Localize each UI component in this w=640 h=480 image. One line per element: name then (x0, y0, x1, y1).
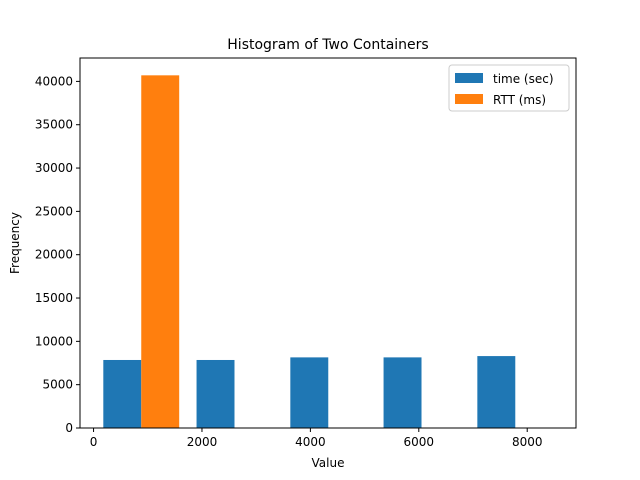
legend-swatch-0 (455, 73, 483, 83)
legend-swatch-1 (455, 94, 483, 104)
x-tick-label-0: 0 (90, 435, 98, 449)
bar-series-0-bin-2 (290, 357, 329, 428)
chart-title: Histogram of Two Containers (227, 37, 428, 53)
y-tick-label-8: 40000 (35, 74, 73, 88)
x-tick-label-1: 2000 (187, 435, 218, 449)
plot-frame (79, 57, 577, 429)
x-tick-label-3: 6000 (404, 435, 435, 449)
y-tick-label-3: 15000 (35, 291, 73, 305)
y-tick-label-6: 30000 (35, 161, 73, 175)
legend: time (sec) RTT (ms) (448, 64, 570, 112)
y-tick-label-1: 5000 (42, 378, 73, 392)
bars-layer (103, 75, 516, 429)
y-axis-label: Frequency (8, 212, 22, 274)
y-axis: 0 5000 10000 15000 20000 25000 30000 35000 40000 (35, 74, 80, 435)
bar-series-1-bin-0 (141, 75, 180, 429)
bar-series-0-bin-0 (103, 359, 142, 428)
y-tick-label-5: 25000 (35, 204, 73, 218)
x-axis: 0 2000 4000 6000 8000 (90, 428, 543, 449)
x-axis-label: Value (312, 456, 345, 470)
legend-label-0: time (sec) (493, 72, 554, 86)
bar-series-0-bin-3 (383, 357, 422, 428)
bar-series-0-bin-1 (196, 359, 235, 428)
y-tick-label-7: 35000 (35, 118, 73, 132)
legend-label-1: RTT (ms) (493, 93, 546, 107)
y-tick-label-0: 0 (65, 421, 73, 435)
y-tick-label-4: 20000 (35, 248, 73, 262)
x-tick-label-4: 8000 (512, 435, 543, 449)
bar-series-0-bin-4 (477, 356, 516, 428)
x-tick-label-2: 4000 (295, 435, 326, 449)
y-tick-label-2: 10000 (35, 334, 73, 348)
